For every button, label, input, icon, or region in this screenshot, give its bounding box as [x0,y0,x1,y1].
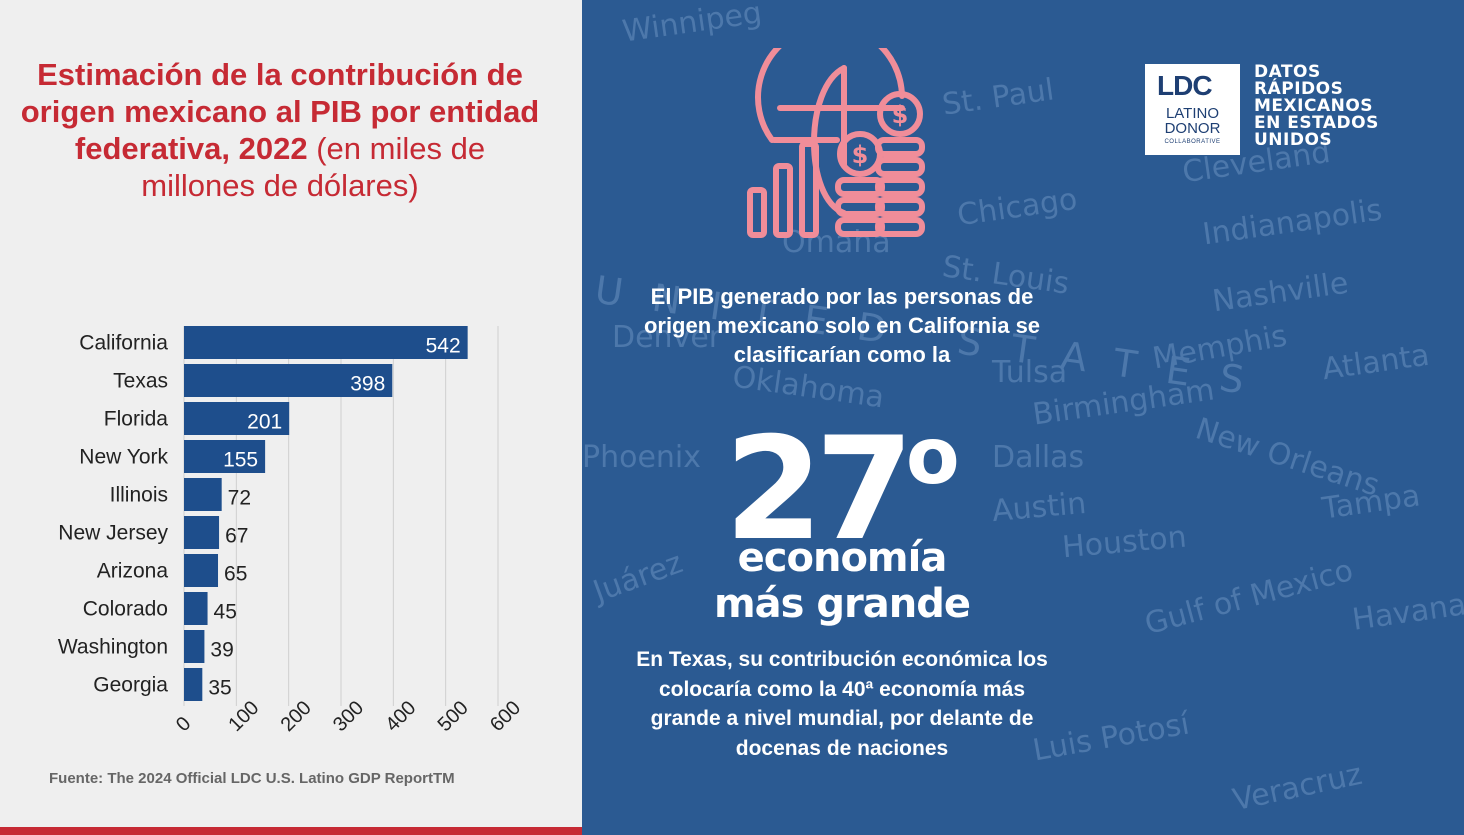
bar [184,630,205,663]
rank-number: 27o [672,372,1012,575]
tick-label: 0 [172,713,195,736]
chart-source: Fuente: The 2024 Official LDC U.S. Latin… [49,770,455,787]
bar [184,516,220,549]
map-label: Atlanta [1320,337,1432,388]
logo-line-latino: LATINO [1165,105,1220,122]
tick-label: 200 [277,697,316,736]
svg-text:$: $ [892,101,909,129]
category-label: Florida [104,408,169,431]
series-title: DATOS RÁPIDOS MEXICANOS EN ESTADOS UNIDO… [1254,64,1379,149]
chart-title: Estimación de la contribución de origen … [20,56,540,204]
data-label: 35 [208,677,231,700]
map-label: Birmingham [1030,372,1217,433]
map-label: Luis Potosí [1030,706,1193,769]
fact-panel: Winnipeg St. Paul Chicago Cleveland Indianap… [582,0,1464,835]
data-label: 67 [225,525,248,548]
svg-text:$: $ [852,141,869,169]
series-title-line: RÁPIDOS [1254,79,1344,99]
bar [184,402,290,435]
data-label: 45 [214,601,237,624]
bar [184,364,393,397]
map-label: Gulf of Mexico [1141,552,1357,643]
map-label: Nashville [1210,265,1351,320]
texas-fact: En Texas, su contribución económica los … [636,648,1048,760]
bar [184,440,266,473]
map-label: New Orleans [1191,411,1384,504]
category-label: Arizona [97,560,169,583]
logo-line-collaborative: COLLABORATIVE [1164,139,1221,145]
tick-label: 600 [486,697,525,736]
data-label: 398 [350,373,385,396]
logo-mark: LDC [1157,70,1213,101]
category-label: Illinois [110,484,168,507]
data-label: 65 [224,563,247,586]
category-label: New Jersey [58,522,168,545]
bar [184,668,203,701]
category-label: Georgia [93,674,168,697]
series-title-line: DATOS [1254,62,1321,82]
rank-ordinal: o [906,412,960,502]
rank-caption-line: más grande [714,581,971,627]
chart-title-main: Estimación de la contribución de origen … [20,57,540,166]
chart-subtitle: (en miles de millones de dólares) [141,131,486,203]
data-label: 72 [228,487,251,510]
rank-value: 27 [724,407,914,572]
rank-caption: economía más grande [622,535,1062,627]
data-label: 155 [223,449,258,472]
ldc-logo: LDC LATINO DONOR COLLABORATIVE [1145,64,1240,155]
series-title-line: EN ESTADOS [1254,113,1379,133]
category-label: Colorado [83,598,168,621]
map-label: Houston [1060,519,1188,566]
bottom-rule [0,827,582,835]
category-label: California [79,332,168,355]
category-label: Texas [113,370,168,393]
map-label: Memphis [1149,318,1290,377]
map-label: Havana [1350,587,1464,638]
bar [184,326,468,359]
fact-intro: El PIB generado por las personas de orig… [643,284,1041,367]
series-title-line: MEXICANOS [1254,96,1374,116]
map-label: Indianapolis [1200,192,1385,253]
chart-panel: Estimación de la contribución de origen … [0,0,582,835]
rank-caption-line: economía [737,535,948,581]
bar [184,478,222,511]
series-title-line: UNIDOS [1254,130,1333,150]
data-label: 39 [210,639,233,662]
logo-line-donor: DONOR [1164,120,1221,137]
tick-label: 100 [224,697,263,736]
category-label: Washington [58,636,168,659]
data-label: 542 [426,335,461,358]
map-label: Veracruz [1229,756,1366,819]
map-label: Tampa [1320,478,1423,527]
map-label: Chicago [955,181,1080,234]
data-label: 201 [247,411,282,434]
tick-label: 300 [329,697,368,736]
map-label: Winnipeg [620,0,765,50]
bar [184,554,219,587]
globe-dollar-coins-icon: $ $ [747,48,925,238]
map-label: St. Paul [940,72,1057,123]
bar-chart: California 542 Texas 398 Florida 201 New York 1… [58,326,525,736]
tick-label: 500 [434,697,473,736]
tick-label: 400 [381,697,420,736]
category-label: New York [79,446,168,469]
bar [184,592,208,625]
